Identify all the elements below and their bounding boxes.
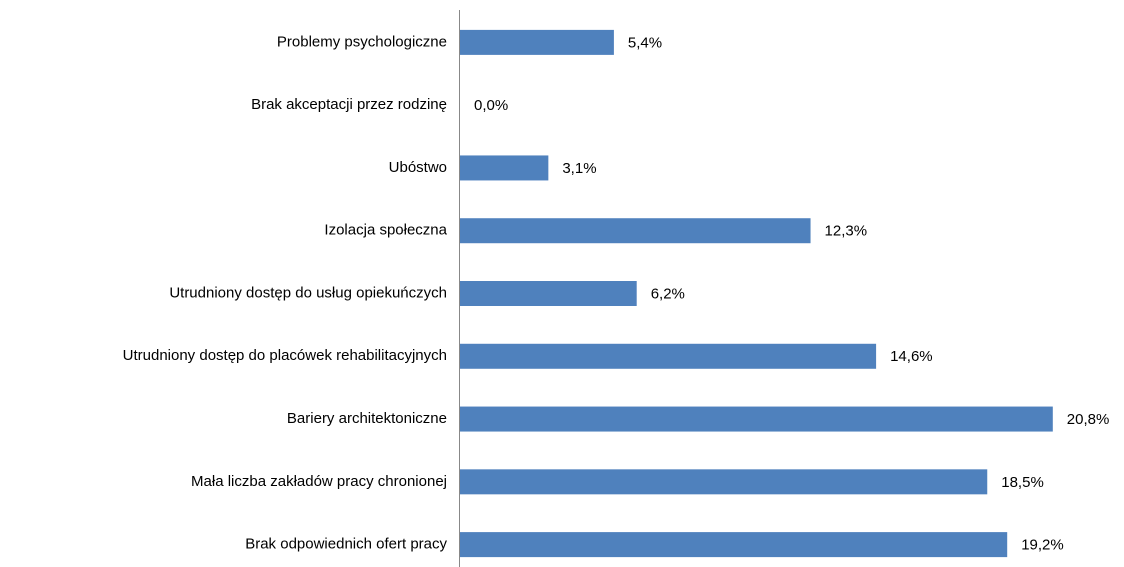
bar bbox=[460, 281, 637, 306]
category-label: Utrudniony dostęp do usług opiekuńczych bbox=[169, 284, 447, 301]
value-label: 14,6% bbox=[890, 348, 933, 365]
category-label: Bariery architektoniczne bbox=[287, 410, 447, 427]
category-label: Brak akceptacji przez rodzinę bbox=[251, 96, 447, 113]
category-label: Brak odpowiednich ofert pracy bbox=[245, 536, 447, 553]
category-label: Mała liczba zakładów pracy chronionej bbox=[191, 473, 447, 490]
value-label: 6,2% bbox=[651, 285, 685, 302]
bar bbox=[460, 406, 1053, 432]
category-label: Izolacja społeczna bbox=[324, 222, 447, 239]
category-label: Problemy psychologiczne bbox=[277, 33, 447, 50]
bar bbox=[460, 218, 811, 244]
value-label: 3,1% bbox=[562, 160, 596, 177]
bar bbox=[460, 469, 988, 495]
value-label: 19,2% bbox=[1021, 537, 1064, 554]
bar bbox=[460, 343, 877, 369]
value-label: 12,3% bbox=[825, 223, 868, 240]
category-label: Utrudniony dostęp do placówek rehabilita… bbox=[123, 347, 447, 364]
bar bbox=[460, 29, 614, 55]
category-label: Ubóstwo bbox=[389, 159, 447, 176]
value-label: 0,0% bbox=[474, 97, 508, 114]
value-label: 18,5% bbox=[1001, 474, 1044, 491]
value-label: 5,4% bbox=[628, 34, 662, 51]
bar bbox=[460, 155, 549, 181]
bar bbox=[460, 532, 1008, 558]
value-label: 20,8% bbox=[1067, 411, 1110, 428]
